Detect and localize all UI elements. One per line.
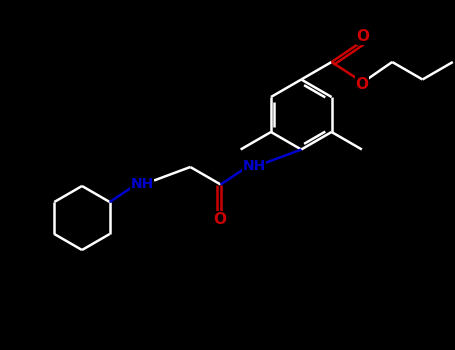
Text: NH: NH <box>131 176 154 190</box>
Text: O: O <box>355 77 369 92</box>
Text: O: O <box>213 212 226 227</box>
Text: NH: NH <box>243 159 266 173</box>
Text: O: O <box>356 29 369 44</box>
